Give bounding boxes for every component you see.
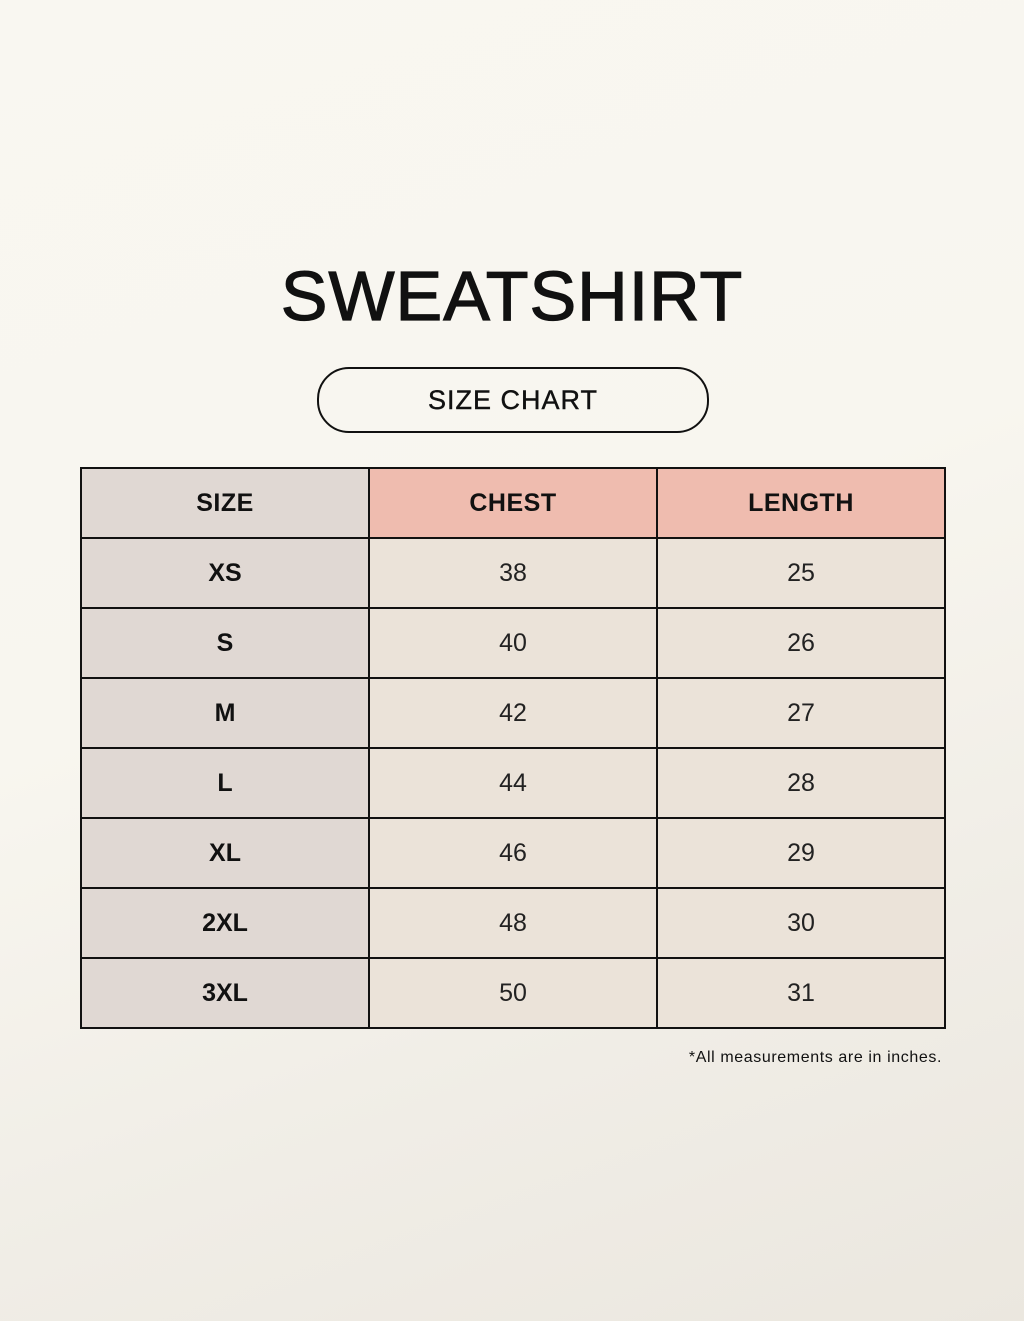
cell-size: S: [80, 607, 370, 679]
cell-size: M: [80, 677, 370, 749]
table-row: M 42 27: [80, 677, 946, 749]
cell-chest: 40: [368, 607, 658, 679]
cell-chest: 46: [368, 817, 658, 889]
table-row: L 44 28: [80, 747, 946, 819]
header-size: SIZE: [80, 467, 370, 539]
cell-size: 2XL: [80, 887, 370, 959]
cell-chest: 44: [368, 747, 658, 819]
cell-length: 28: [656, 747, 946, 819]
cell-length: 25: [656, 537, 946, 609]
table-row: XS 38 25: [80, 537, 946, 609]
table-row: XL 46 29: [80, 817, 946, 889]
cell-chest: 48: [368, 887, 658, 959]
cell-length: 27: [656, 677, 946, 749]
table-header-row: SIZE CHEST LENGTH: [80, 467, 946, 539]
size-table: SIZE CHEST LENGTH XS 38 25 S 40 26 M 42 27 L 44 28 X…: [80, 467, 946, 1029]
cell-size: XL: [80, 817, 370, 889]
measurement-note: *All measurements are in inches.: [688, 1049, 942, 1066]
header-length: LENGTH: [656, 467, 946, 539]
header-chest: CHEST: [368, 467, 658, 539]
cell-size: XS: [80, 537, 370, 609]
cell-length: 30: [656, 887, 946, 959]
cell-chest: 38: [368, 537, 658, 609]
size-chart-label: SIZE CHART: [317, 367, 709, 433]
table-row: S 40 26: [80, 607, 946, 679]
cell-length: 26: [656, 607, 946, 679]
cell-chest: 50: [368, 957, 658, 1029]
cell-chest: 42: [368, 677, 658, 749]
cell-length: 29: [656, 817, 946, 889]
cell-size: 3XL: [80, 957, 370, 1029]
table-row: 3XL 50 31: [80, 957, 946, 1029]
table-row: 2XL 48 30: [80, 887, 946, 959]
page-title: SWEATSHIRT: [280, 256, 744, 335]
cell-size: L: [80, 747, 370, 819]
cell-length: 31: [656, 957, 946, 1029]
